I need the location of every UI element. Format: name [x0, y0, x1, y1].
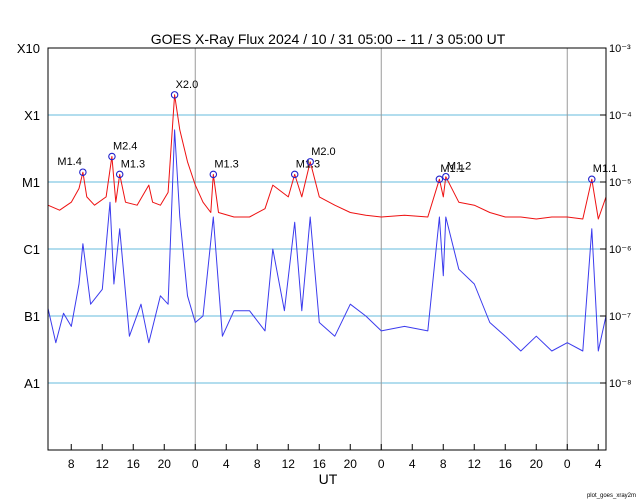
time-axis: 8 12 16 20 0 4 8 12 16 20 0 4 8 12 16 20 0 4	[68, 444, 602, 471]
class-label: M1	[22, 175, 40, 190]
class-axis: X10 X1 M1 C1 B1 A1	[17, 41, 40, 391]
time-tick-label: 8	[440, 457, 447, 471]
plot-credit: plot_goes_xray2m	[587, 493, 636, 499]
flare-label: M1.3	[121, 158, 145, 170]
flux-axis: 10⁻³ 10⁻⁴ 10⁻⁵ 10⁻⁶ 10⁻⁷ 10⁻⁸	[600, 43, 632, 390]
time-tick-label: 8	[68, 457, 75, 471]
time-tick-label: 20	[530, 457, 544, 471]
time-tick-label: 0	[192, 457, 199, 471]
class-label: A1	[24, 376, 40, 391]
flare-marker	[79, 168, 87, 176]
flux-series	[47, 94, 607, 352]
flare-marker	[108, 152, 116, 161]
flare-marker	[442, 172, 450, 181]
flare-marker	[588, 175, 596, 183]
x-axis-label: UT	[319, 471, 338, 487]
flare-label: M1.1	[593, 163, 617, 175]
flare-marker	[209, 170, 218, 179]
time-tick-label: 12	[282, 457, 296, 471]
flux-tick-label: 10⁻⁴	[609, 110, 632, 122]
time-tick-label: 4	[223, 457, 230, 471]
flare-marker	[170, 91, 179, 99]
flare-marker	[306, 158, 314, 166]
class-label: X10	[17, 41, 40, 56]
flux-tick-label: 10⁻⁶	[609, 244, 632, 256]
flare-label: M1.3	[214, 158, 238, 170]
time-tick-label: 0	[378, 457, 385, 471]
short-channel-line	[47, 129, 607, 352]
flare-label: M2.0	[311, 146, 335, 158]
class-label: C1	[23, 242, 40, 257]
time-tick-label: 8	[254, 457, 261, 471]
flare-marker	[115, 170, 124, 179]
long-channel-line	[47, 94, 607, 220]
class-label: B1	[24, 309, 40, 324]
flux-tick-label: 10⁻⁸	[609, 378, 632, 390]
time-tick-label: 16	[127, 457, 141, 471]
time-tick-label: 12	[96, 457, 110, 471]
flare-label: M1.1	[440, 163, 464, 175]
flux-tick-label: 10⁻³	[609, 43, 631, 55]
class-label: X1	[24, 108, 40, 123]
time-tick-label: 12	[468, 457, 482, 471]
flux-tick-label: 10⁻⁷	[609, 311, 631, 323]
time-tick-label: 4	[595, 457, 602, 471]
time-tick-label: 20	[344, 457, 358, 471]
chart-title: GOES X-Ray Flux 2024 / 10 / 31 05:00 -- …	[151, 31, 506, 47]
flux-tick-label: 10⁻⁵	[609, 177, 632, 189]
time-tick-label: 16	[499, 457, 513, 471]
time-tick-label: 0	[564, 457, 571, 471]
day-boundaries	[194, 48, 568, 450]
flare-label: M1.4	[57, 156, 81, 168]
flare-label: M1.2	[447, 161, 471, 173]
flare-markers: M1.4M2.4M1.3X2.0M1.3 M1.3M2.0M1.1M1.2 M1.1	[57, 79, 617, 183]
time-tick-label: 16	[313, 457, 327, 471]
flare-marker	[435, 175, 444, 183]
flare-label: X2.0	[176, 79, 199, 91]
time-tick-label: 20	[158, 457, 172, 471]
flare-marker	[290, 170, 299, 179]
flare-label: M2.4	[113, 141, 137, 153]
class-gridlines	[48, 114, 606, 384]
time-tick-label: 4	[409, 457, 416, 471]
